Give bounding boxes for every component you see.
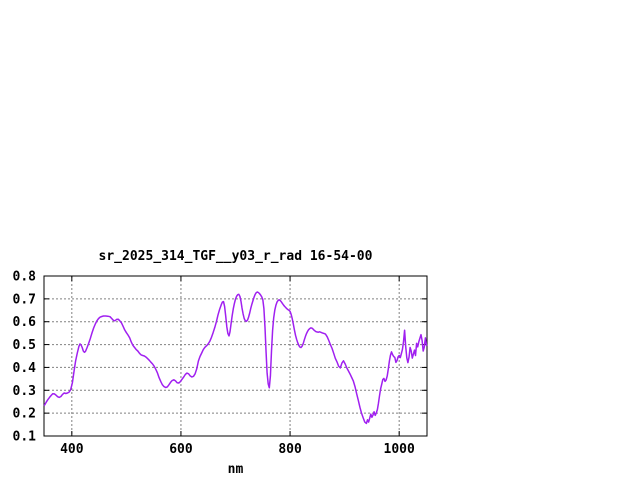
- y-tick-label: 0.7: [13, 292, 36, 307]
- x-axis-label: nm: [227, 462, 244, 477]
- x-tick-label: 400: [60, 442, 84, 457]
- plot-border: [43, 275, 428, 437]
- y-tick-label: 0.6: [13, 315, 37, 330]
- chart-title: sr_2025_314_TGF__y03_r_rad 16-54-00: [98, 249, 373, 264]
- spectrum-curve: [43, 291, 428, 425]
- y-tick-label: 0.3: [13, 384, 36, 399]
- y-tick-label: 0.2: [13, 407, 36, 422]
- y-tick-label: 0.1: [13, 430, 37, 445]
- x-tick-label: 600: [169, 442, 193, 457]
- y-tick-label: 0.4: [13, 361, 37, 376]
- x-tick-label: 1000: [384, 442, 415, 457]
- x-tick-label: 800: [278, 442, 302, 457]
- y-tick-label: 0.8: [13, 270, 37, 285]
- y-tick-label: 0.5: [13, 338, 36, 353]
